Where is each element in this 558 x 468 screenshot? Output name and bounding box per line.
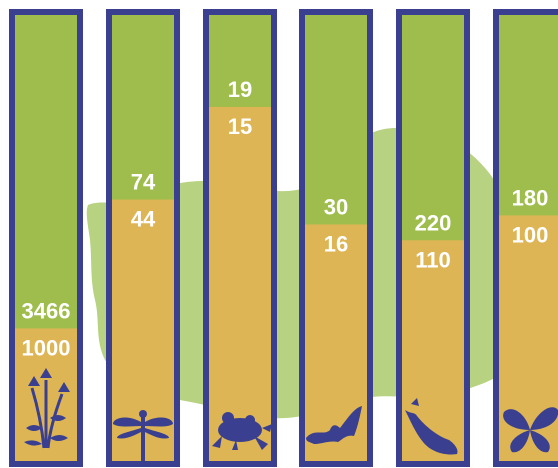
bar-column-plants: 3466 1000 <box>9 9 83 467</box>
bat-icon <box>306 406 362 444</box>
bird-icon <box>405 398 458 455</box>
dragonfly-wing <box>117 428 141 439</box>
bar-bottom-birds <box>399 240 467 464</box>
butterfly-wing <box>510 430 530 453</box>
bar-bottom-bats <box>302 224 370 464</box>
plant-leaves <box>24 415 68 446</box>
frog-icon <box>212 412 272 450</box>
plant-flower <box>58 382 70 392</box>
value-label-top: 180 <box>512 185 549 210</box>
butterfly-icon <box>503 407 558 453</box>
frog-eye <box>222 412 234 424</box>
plant-flower <box>28 376 40 386</box>
bar-frame-plants <box>9 9 83 467</box>
frog-legs <box>212 424 272 450</box>
dragonfly-wing <box>145 417 173 427</box>
plant-icon <box>24 368 70 449</box>
value-label-bottom: 100 <box>512 222 549 247</box>
bird-body <box>405 410 458 455</box>
bar-frame-butterflies <box>493 9 558 467</box>
frog-eye <box>245 415 255 425</box>
bar-frame-dragonflies <box>106 9 180 467</box>
butterfly-wing <box>530 407 558 430</box>
dragonfly-icon <box>113 410 173 462</box>
dragonfly-wing <box>145 428 169 439</box>
value-label-top: 220 <box>415 210 452 235</box>
value-label-top: 19 <box>228 77 252 102</box>
butterfly-wing <box>530 430 550 453</box>
dragonfly-head <box>139 410 147 418</box>
bar-frame-bats <box>299 9 373 467</box>
value-label-top: 3466 <box>22 298 71 323</box>
bar-bottom-amphibians <box>206 106 274 465</box>
bar-frame-birds <box>396 9 470 467</box>
bar-frame-amphibians <box>203 9 277 467</box>
value-label-bottom: 1000 <box>22 335 71 360</box>
dragonfly-wing <box>113 417 141 427</box>
bird-head <box>411 398 419 406</box>
value-label-bottom: 44 <box>131 207 156 232</box>
bat-shape <box>306 406 362 444</box>
butterfly-wing <box>503 409 530 430</box>
plant-flower <box>40 368 52 378</box>
value-label-bottom: 110 <box>415 247 451 272</box>
dragonfly-body <box>141 416 145 462</box>
value-label-bottom: 16 <box>324 231 348 256</box>
value-label-bottom: 15 <box>228 114 252 139</box>
value-label-top: 30 <box>324 194 348 219</box>
value-label-top: 74 <box>131 170 156 195</box>
